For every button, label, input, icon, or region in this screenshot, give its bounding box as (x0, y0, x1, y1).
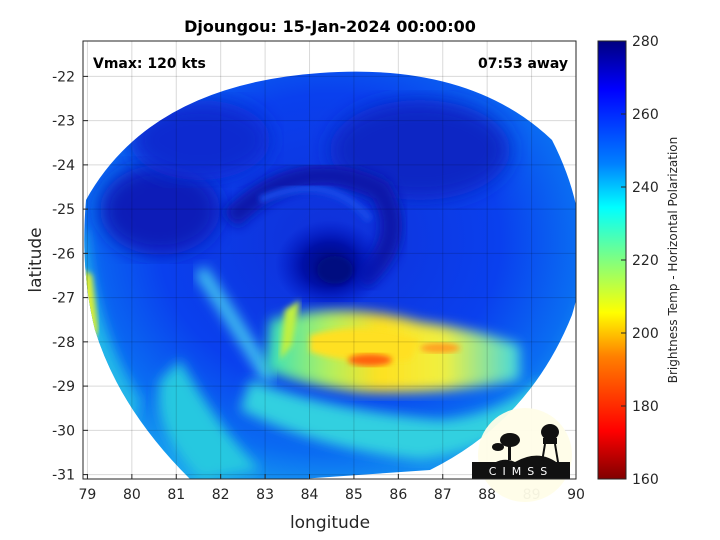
colorbar-ticks: 280 260 240 220 200 180 160 (621, 34, 659, 488)
x-tick-label: 83 (256, 487, 274, 503)
chart-title: Djoungou: 15-Jan-2024 00:00:00 (184, 17, 476, 36)
y-tick-label: -22 (52, 69, 75, 85)
x-tick-label: 80 (123, 487, 141, 503)
y-axis-label: latitude (26, 227, 46, 292)
satellite-dish-icon (492, 433, 520, 460)
colorbar-tick-label: 260 (632, 107, 659, 123)
x-tick-label: 88 (478, 487, 496, 503)
colorbar: 280 260 240 220 200 180 160 Brightness Temp - … (597, 34, 680, 488)
water-tower-icon (540, 424, 560, 469)
plot-frame (82, 40, 577, 480)
y-tick-label: -28 (52, 335, 75, 351)
y-tick-label: -27 (52, 291, 75, 307)
colorbar-tick-label: 240 (632, 180, 659, 196)
time-away-annotation: 07:53 away (478, 56, 568, 72)
x-axis-ticks: 798081828384858687888990 (79, 474, 585, 503)
colorbar-tick-label: 280 (632, 34, 659, 50)
x-tick-label: 79 (79, 487, 97, 503)
colorbar-tick-label: 200 (632, 326, 659, 342)
colorbar-tick-label: 220 (632, 253, 659, 269)
y-tick-label: -25 (52, 202, 75, 218)
logo-text: CIMSS (489, 465, 553, 478)
x-tick-label: 82 (212, 487, 230, 503)
y-axis-ticks: -22 -23 -24 -25 -26 -27 -28 -29 -30 -31 (52, 69, 88, 484)
x-tick-label: 90 (567, 487, 585, 503)
colorbar-tick-label: 160 (632, 472, 659, 488)
x-tick-label: 85 (345, 487, 363, 503)
x-tick-label: 81 (167, 487, 185, 503)
warm-core (348, 354, 392, 366)
y-tick-label: -29 (52, 379, 75, 395)
y-tick-label: -30 (52, 423, 75, 439)
y-tick-label: -24 (52, 158, 75, 174)
colorbar-tick-label: 180 (632, 399, 659, 415)
y-tick-label: -31 (52, 468, 75, 484)
x-axis-label: longitude (290, 513, 370, 533)
y-tick-label: -23 (52, 114, 75, 130)
colorbar-label: Brightness Temp - Horizontal Polarizatio… (666, 137, 680, 384)
grid-lines (83, 41, 577, 479)
x-tick-label: 87 (434, 487, 452, 503)
y-tick-label: -26 (52, 246, 75, 262)
vmax-annotation: Vmax: 120 kts (93, 56, 206, 72)
x-tick-label: 86 (389, 487, 407, 503)
x-tick-label: 84 (301, 487, 319, 503)
